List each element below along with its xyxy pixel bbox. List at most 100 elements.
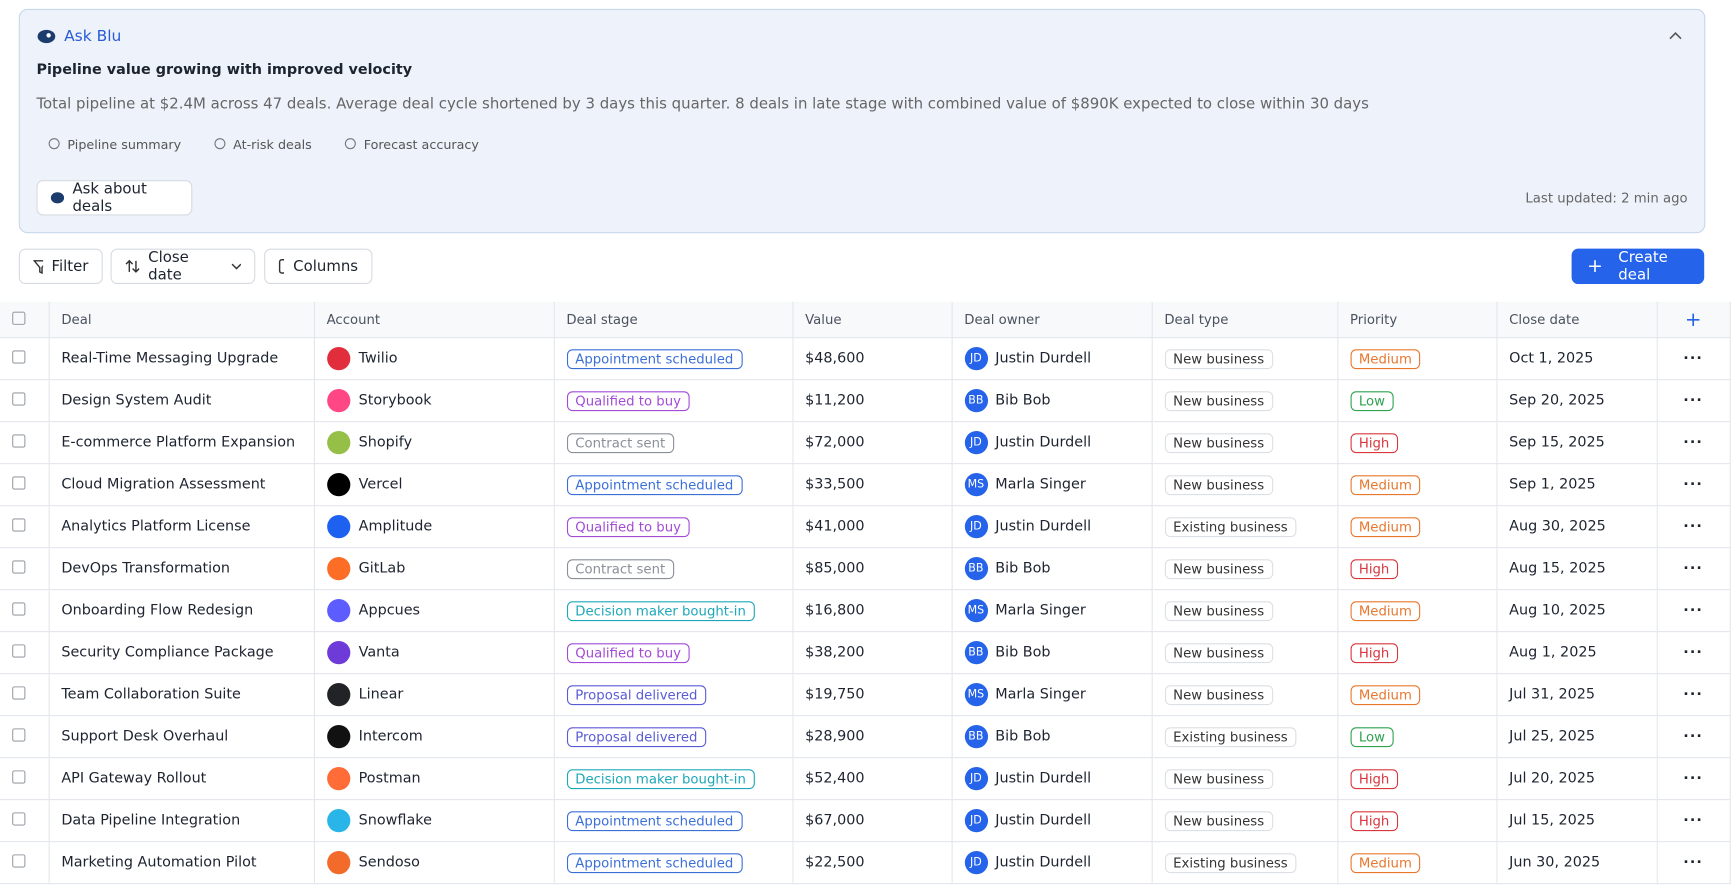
checkbox[interactable] [12,391,26,406]
header-cell: Deal stage [553,301,793,339]
checkbox[interactable] [12,811,26,826]
checkbox[interactable] [12,433,26,448]
account-logo [326,431,350,455]
collapse-button[interactable] [1668,30,1683,43]
checkbox[interactable] [12,475,26,490]
row-menu[interactable]: ··· [1683,602,1704,619]
owner-avatar: BB [964,725,988,749]
stage-pill: Contract sent [566,558,675,579]
table-row[interactable]: API Gateway Rollout Postman Decision maker… [0,757,1731,801]
sort-button[interactable]: Close date [110,248,256,285]
close-date: Aug 30, 2025 [1509,518,1606,535]
close-date: Jun 30, 2025 [1509,854,1601,871]
columns-button[interactable]: Columns [264,248,373,285]
account-name: Sendoso [358,854,420,871]
cell [0,547,50,591]
table-row[interactable]: Onboarding Flow Redesign Appcues Decision … [0,589,1731,633]
cell: ··· [1656,673,1731,717]
cell: Amplitude [313,505,555,549]
table-row[interactable]: DevOps Transformation GitLab Contract sent… [0,547,1731,591]
row-menu[interactable]: ··· [1683,644,1704,661]
cell: Contract sent [553,421,793,465]
owner-name: Justin Durdell [995,434,1092,451]
owner-name: Bib Bob [995,728,1051,745]
row-menu[interactable]: ··· [1683,476,1704,493]
row-menu[interactable]: ··· [1683,350,1704,367]
stage-pill: Contract sent [566,432,675,453]
chip[interactable]: Pipeline summary [48,137,182,153]
row-menu[interactable]: ··· [1683,686,1704,703]
checkbox[interactable] [12,769,26,784]
close-date: Aug 1, 2025 [1509,644,1597,661]
cell: Medium [1337,841,1497,885]
type-pill: New business [1164,432,1273,453]
row-menu[interactable]: ··· [1683,518,1704,535]
row-menu[interactable]: ··· [1683,560,1704,577]
type-pill: Existing business [1164,852,1297,873]
table-row[interactable]: Team Collaboration Suite Linear Proposal d… [0,673,1731,717]
checkbox[interactable] [12,643,26,658]
table-row[interactable]: Real-Time Messaging Upgrade Twilio Appoint… [0,337,1731,381]
stage-pill: Appointment scheduled [566,474,743,495]
row-menu[interactable]: ··· [1683,770,1704,787]
checkbox[interactable] [12,601,26,616]
deal-name: Support Desk Overhaul [61,728,229,745]
checkbox[interactable] [12,853,26,868]
checkbox[interactable] [12,517,26,532]
cell [0,505,50,549]
ask-button[interactable]: Ask about deals [36,180,193,216]
cell [0,463,50,507]
chip[interactable]: At-risk deals [214,137,312,153]
table-row[interactable]: Security Compliance Package Vanta Qualifie… [0,631,1731,675]
row-menu[interactable]: ··· [1683,728,1704,745]
table-row[interactable]: Analytics Platform License Amplitude Quali… [0,505,1731,549]
checkbox[interactable] [12,311,26,325]
close-date: Jul 25, 2025 [1509,728,1596,745]
cell: New business [1151,799,1338,843]
deal-name: Security Compliance Package [61,644,274,661]
checkbox[interactable] [12,727,26,742]
table-row[interactable]: Support Desk Overhaul Intercom Proposal de… [0,715,1731,759]
table-row[interactable]: Cloud Migration Assessment Vercel Appointm… [0,463,1731,507]
checkbox[interactable] [12,559,26,574]
table-row[interactable]: E-commerce Platform Expansion Shopify Cont… [0,421,1731,465]
panel-title: Ask Blu [64,27,122,46]
table-row[interactable]: Design System Audit Storybook Qualified to… [0,379,1731,423]
priority-pill: High [1350,810,1399,831]
cell: New business [1151,757,1338,801]
row-menu[interactable]: ··· [1683,812,1704,829]
cell: $11,200 [792,379,953,423]
cell: New business [1151,631,1338,675]
account-logo [326,347,350,371]
deal-value: $48,600 [805,350,865,367]
type-pill: New business [1164,558,1273,579]
filter-button[interactable]: Filter [18,248,103,285]
headline: Pipeline value growing with improved vel… [36,61,413,79]
type-pill: New business [1164,390,1273,411]
type-pill: Existing business [1164,516,1297,537]
add-column[interactable]: + [1684,307,1702,332]
stage-pill: Proposal delivered [566,726,707,747]
deal-name: Design System Audit [61,392,212,409]
stage-pill: Proposal delivered [566,684,707,705]
cell [0,379,50,423]
priority-pill: Medium [1350,348,1421,369]
row-menu[interactable]: ··· [1683,434,1704,451]
row-menu[interactable]: ··· [1683,392,1704,409]
table-row[interactable]: Marketing Automation Pilot Sendoso Appoint… [0,841,1731,885]
cell: Real-Time Messaging Upgrade [48,337,315,381]
last-updated: Last updated: 2 min ago [1525,190,1688,206]
row-menu[interactable]: ··· [1683,854,1704,871]
account-logo [326,767,350,791]
cell: Aug 1, 2025 [1496,631,1658,675]
checkbox[interactable] [12,349,26,364]
account-logo [326,389,350,413]
priority-pill: Medium [1350,516,1421,537]
table-row[interactable]: Data Pipeline Integration Snowflake Appoin… [0,799,1731,843]
chip[interactable]: Forecast accuracy [344,137,479,153]
create-deal-button[interactable]: + Create deal [1571,248,1705,285]
chip-icon [214,138,226,150]
type-pill: New business [1164,642,1273,663]
account-name: Storybook [358,392,432,409]
checkbox[interactable] [12,685,26,700]
